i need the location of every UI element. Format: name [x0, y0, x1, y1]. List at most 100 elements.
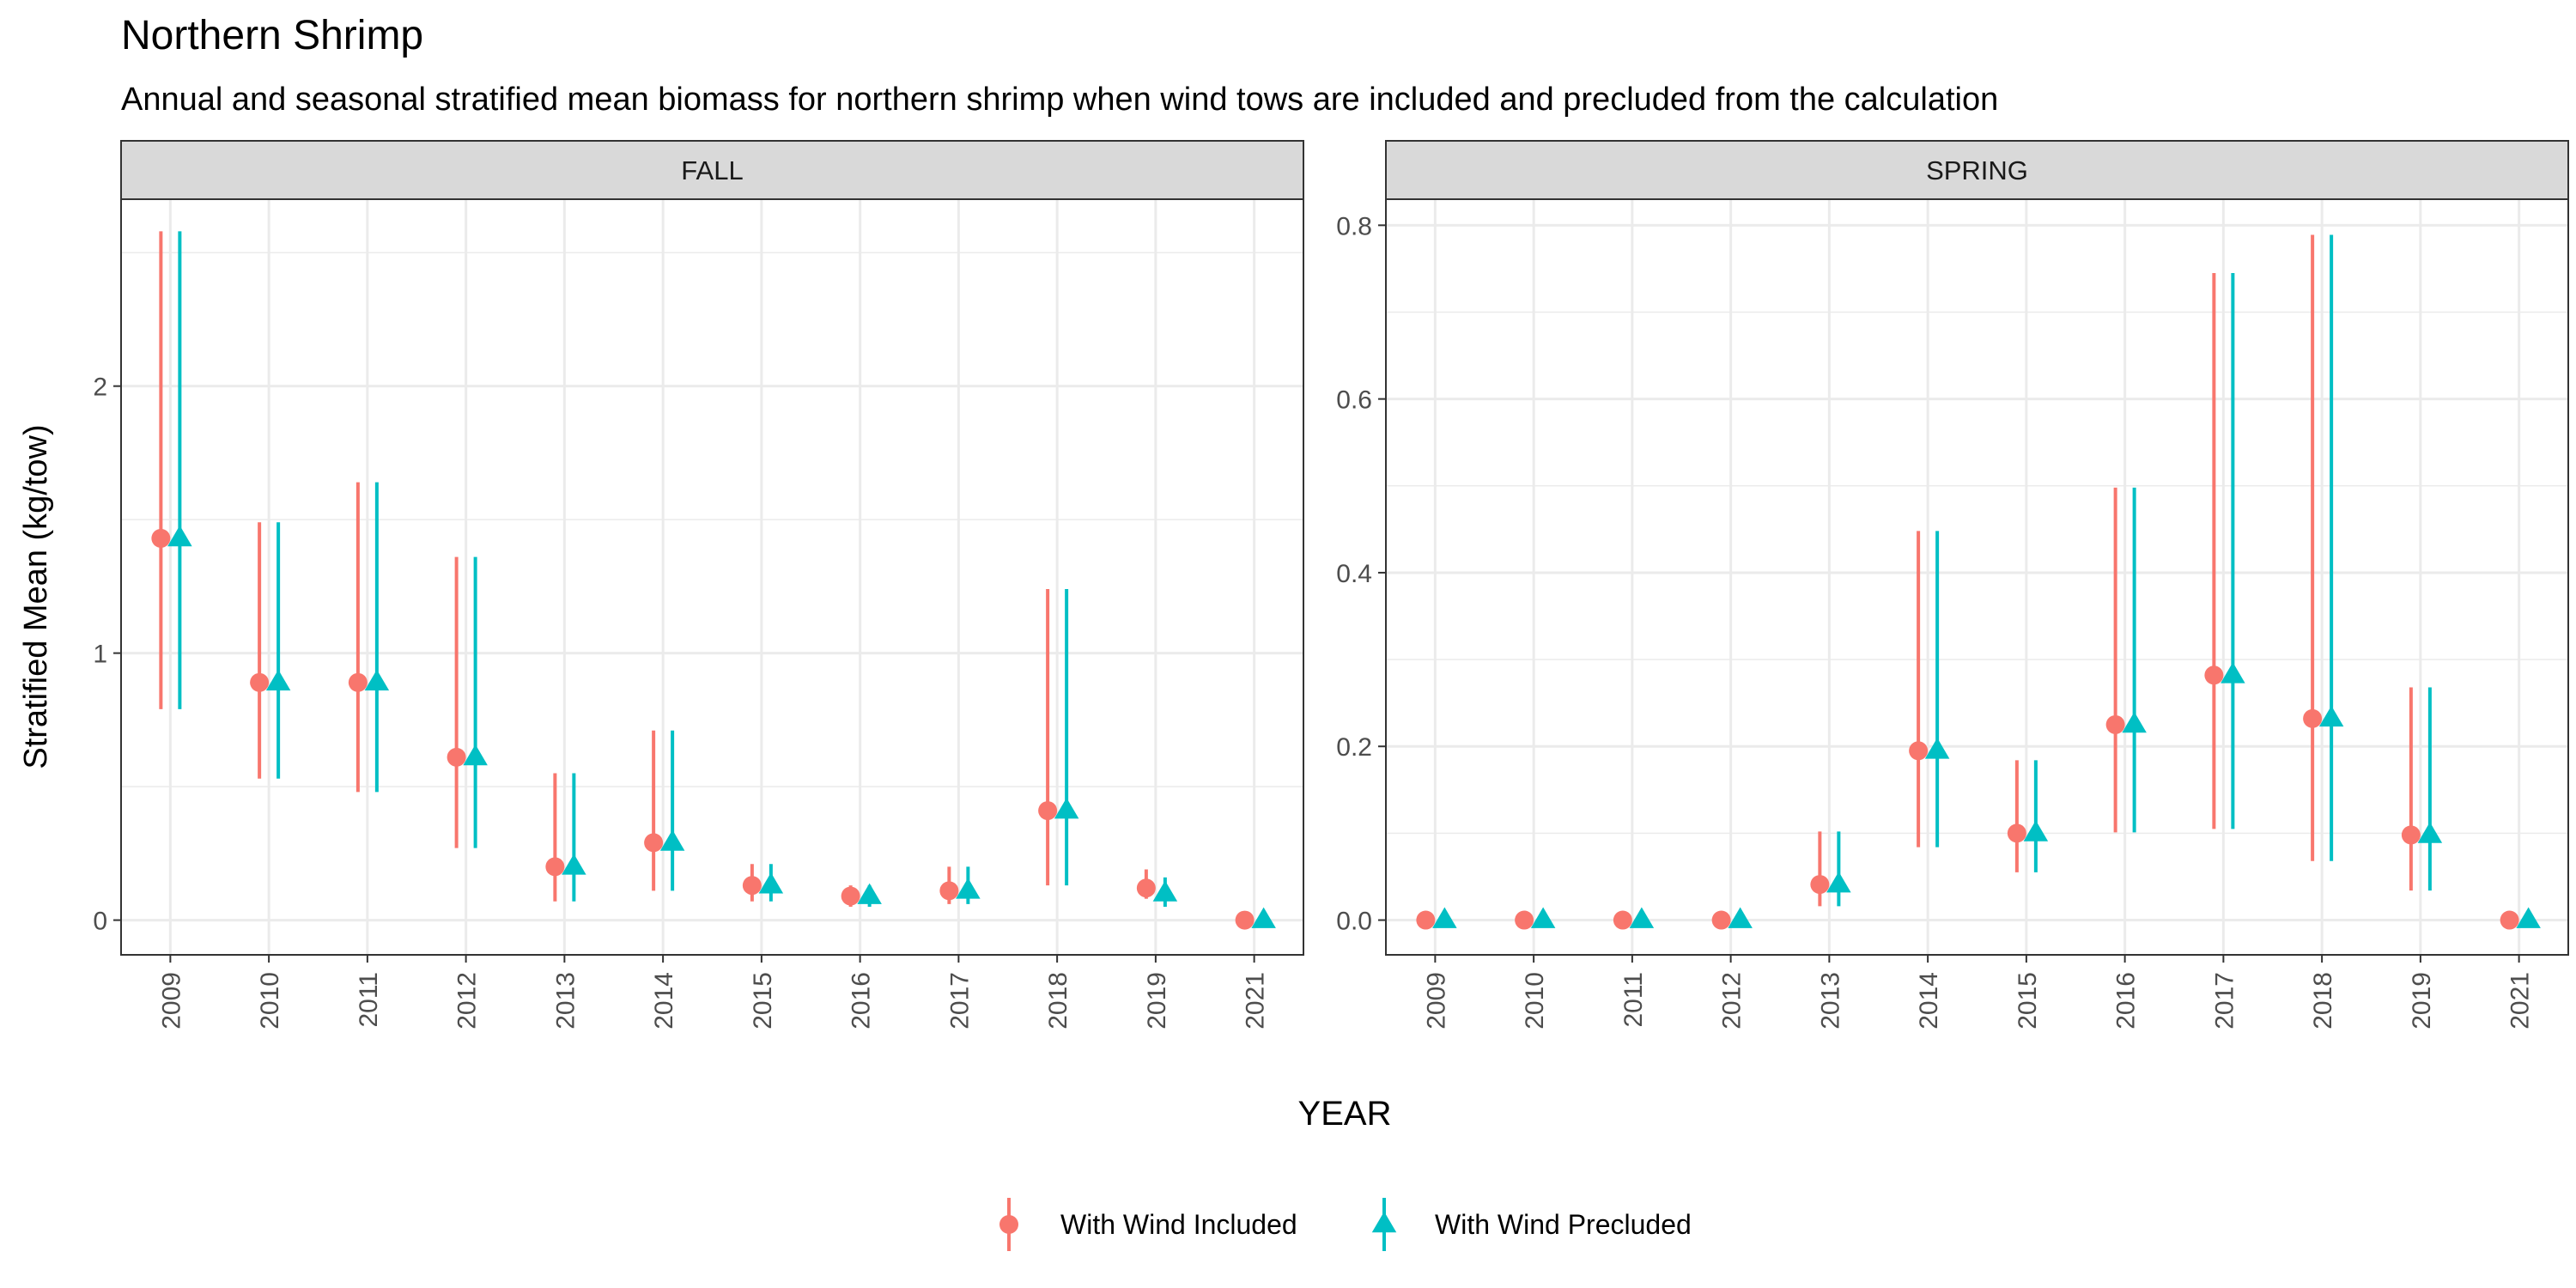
- legend-key-triangle: [1371, 1212, 1397, 1233]
- panel-background: [1386, 199, 2568, 955]
- panel-fall: FALL 0 1 2 2009 2010 2011 2012 2013 2014 2015 2016 2…: [93, 140, 1304, 1030]
- x-tick-label: 2016: [2112, 972, 2141, 1030]
- data-point: [857, 883, 882, 904]
- data-point: [1136, 878, 1156, 898]
- data-point: [2303, 708, 2323, 728]
- data-point: [758, 872, 784, 894]
- data-point: [956, 878, 981, 899]
- x-tick-label: 2010: [1521, 972, 1549, 1030]
- y-tick-label: 1: [93, 641, 107, 669]
- strip-background: [1385, 140, 2569, 200]
- x-tick-label: 2019: [2408, 972, 2436, 1030]
- data-point: [659, 829, 685, 851]
- data-point: [2105, 714, 2125, 734]
- panel-background: [121, 199, 1303, 955]
- data-point: [167, 525, 192, 547]
- y-tick-label: 2: [93, 374, 107, 402]
- legend-item-precluded: With Wind Precluded: [1371, 1198, 1692, 1251]
- legend-key-circle: [999, 1215, 1018, 1234]
- data-point: [151, 528, 171, 548]
- data-point: [1432, 907, 1457, 928]
- data-point: [1728, 907, 1753, 928]
- strip-background: [120, 140, 1304, 200]
- data-point: [348, 672, 368, 692]
- x-tick-label: 2021: [2506, 972, 2535, 1030]
- data-point: [1711, 910, 1731, 930]
- data-point: [562, 854, 586, 875]
- legend-item-included: With Wind Included: [999, 1198, 1297, 1251]
- data-point: [1924, 738, 1950, 759]
- data-point: [2417, 822, 2443, 843]
- x-tick-label: 2018: [2309, 972, 2337, 1030]
- y-tick-label: 0: [93, 908, 107, 936]
- x-tick-label: 2021: [1242, 972, 1270, 1030]
- data-point: [841, 886, 860, 906]
- data-point: [1515, 910, 1534, 930]
- data-point: [2023, 820, 2049, 841]
- data-point: [2007, 823, 2026, 843]
- y-axis-label: Stratified Mean (kg/tow): [18, 424, 54, 769]
- data-point: [265, 669, 291, 691]
- x-tick-label: 2018: [1044, 972, 1072, 1030]
- data-point: [250, 672, 270, 692]
- data-point: [2500, 910, 2519, 930]
- y-tick-label: 0.6: [1336, 386, 1372, 415]
- data-point: [1054, 798, 1079, 819]
- x-tick-label: 2014: [1915, 972, 1943, 1030]
- x-tick-label: 2013: [1816, 972, 1844, 1030]
- x-tick-label: 2010: [256, 972, 284, 1030]
- x-tick-label: 2015: [2014, 972, 2042, 1030]
- data-point: [1613, 910, 1632, 930]
- panels: FALL 0 1 2 2009 2010 2011 2012 2013 2014 2015 2016 2…: [93, 140, 2569, 1030]
- data-point: [364, 669, 390, 691]
- x-tick-label: 2009: [157, 972, 185, 1030]
- x-tick-label: 2015: [749, 972, 777, 1030]
- data-point: [742, 876, 762, 896]
- data-point: [545, 857, 565, 877]
- data-point: [1235, 910, 1255, 930]
- data-point: [1152, 880, 1178, 902]
- strip-label: FALL: [681, 155, 743, 185]
- legend: With Wind Included With Wind Precluded: [999, 1198, 1692, 1251]
- panel-spring: SPRING 0.0 0.2 0.4 0.6 0.8 2009 2010 2011 2012 201…: [1336, 140, 2569, 1030]
- chart-subtitle: Annual and seasonal stratified mean biom…: [121, 82, 1998, 118]
- y-tick-label: 0.8: [1336, 212, 1372, 240]
- legend-label: With Wind Included: [1060, 1209, 1297, 1240]
- data-point: [939, 881, 959, 901]
- data-point: [1826, 872, 1851, 893]
- x-tick-label: 2012: [453, 972, 482, 1030]
- x-tick-label: 2019: [1143, 972, 1171, 1030]
- data-point: [1810, 875, 1830, 895]
- data-point: [2318, 705, 2344, 727]
- x-tick-label: 2014: [650, 972, 678, 1030]
- data-point: [1909, 741, 1929, 761]
- y-tick-label: 0.2: [1336, 733, 1372, 762]
- x-tick-label: 2017: [945, 972, 974, 1030]
- legend-label: With Wind Precluded: [1435, 1209, 1692, 1240]
- data-point: [2122, 711, 2147, 733]
- chart-title: Northern Shrimp: [121, 13, 423, 58]
- data-point: [1038, 801, 1058, 821]
- data-point: [1251, 907, 1276, 928]
- y-tick-label: 0.4: [1336, 560, 1372, 588]
- y-tick-label: 0.0: [1336, 908, 1372, 936]
- strip-label: SPRING: [1926, 155, 2028, 185]
- x-tick-label: 2009: [1422, 972, 1450, 1030]
- x-tick-label: 2017: [2210, 972, 2239, 1030]
- data-point: [1629, 907, 1655, 928]
- x-tick-label: 2011: [1619, 972, 1648, 1028]
- data-point: [447, 747, 466, 767]
- x-axis-label: YEAR: [1298, 1095, 1392, 1133]
- data-point: [1530, 907, 1556, 928]
- data-point: [644, 833, 664, 853]
- data-point: [2221, 662, 2245, 683]
- data-point: [2516, 907, 2541, 928]
- x-tick-label: 2011: [355, 972, 383, 1028]
- data-point: [2204, 665, 2224, 685]
- data-point: [2401, 825, 2421, 845]
- data-point: [463, 744, 488, 766]
- data-point: [1416, 910, 1436, 930]
- x-tick-label: 2012: [1718, 972, 1747, 1030]
- x-tick-label: 2016: [848, 972, 876, 1030]
